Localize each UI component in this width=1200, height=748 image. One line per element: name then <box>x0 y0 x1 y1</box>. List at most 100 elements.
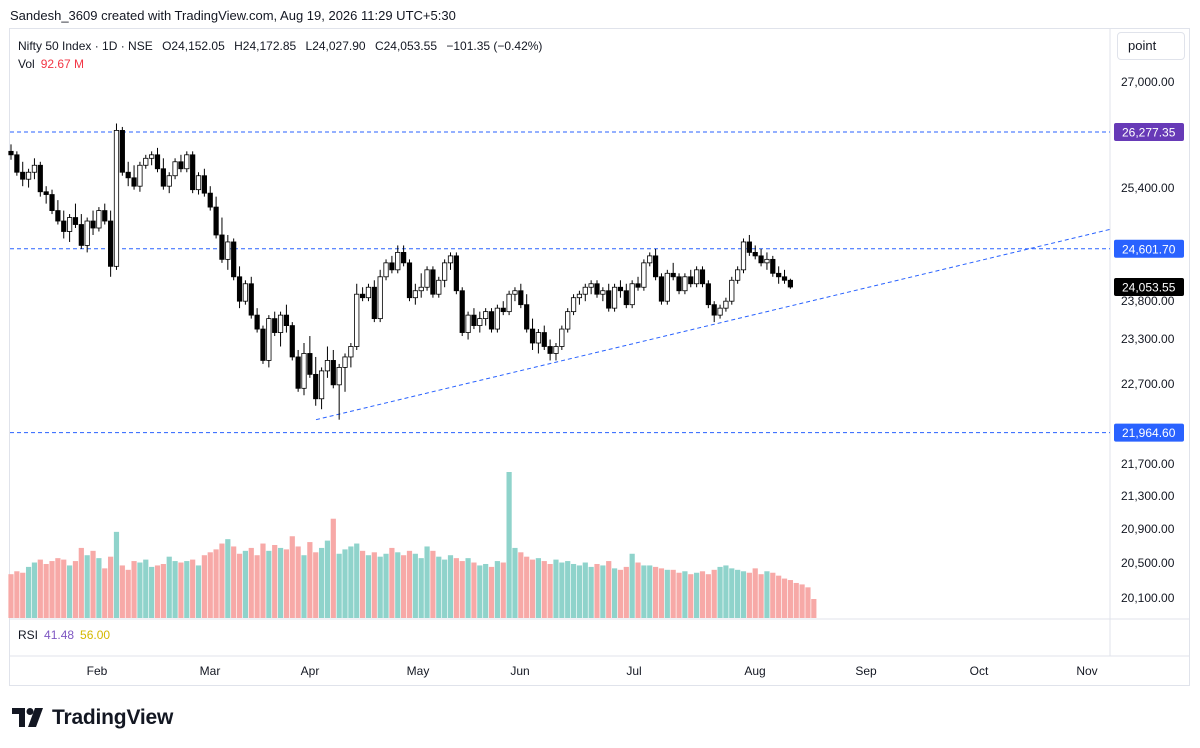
candle-body <box>25 171 32 180</box>
volume-bar <box>588 566 594 618</box>
candle <box>324 346 331 378</box>
candle <box>236 266 243 309</box>
candle-body <box>348 346 354 358</box>
volume-bar <box>635 562 641 618</box>
rsi-legend: RSI 41.48 56.00 <box>18 628 110 642</box>
candle-body <box>318 370 325 400</box>
candle <box>172 158 178 180</box>
candle-body <box>447 255 454 264</box>
volume-bar <box>277 547 284 618</box>
candle <box>442 259 448 288</box>
volume-bar <box>565 561 571 618</box>
y-axis-tick-label: 21,700.00 <box>1121 457 1175 471</box>
candle <box>770 255 776 277</box>
y-axis-tick-label: 21,300.00 <box>1121 489 1175 503</box>
candle-body <box>412 290 418 299</box>
volume-bar <box>248 547 254 618</box>
legend-low: L24,027.90 <box>305 39 366 53</box>
candle-body <box>225 241 231 260</box>
candle-body <box>442 262 448 281</box>
candle-body <box>483 311 489 320</box>
volume-bar <box>488 566 495 618</box>
volume-bar <box>688 574 694 618</box>
level-price-tag-label: 24,601.70 <box>1122 242 1176 256</box>
candle <box>629 280 635 309</box>
candle <box>506 290 512 316</box>
candle <box>207 186 213 211</box>
volume-bar <box>254 555 260 618</box>
candle-body <box>295 356 301 389</box>
volume-bar <box>447 555 454 618</box>
volume-bar <box>149 566 155 618</box>
candle <box>289 322 295 361</box>
candle <box>61 210 67 239</box>
candle-body <box>629 283 635 306</box>
volume-bar <box>295 546 301 618</box>
candle-body <box>453 255 459 292</box>
candle-body <box>236 276 243 302</box>
volume-bar <box>25 566 32 618</box>
candle-body <box>664 272 670 302</box>
scale-mode-button[interactable]: point <box>1117 32 1185 60</box>
candle-body <box>594 283 600 295</box>
volume-bar <box>623 566 629 618</box>
volume-bar <box>84 555 90 618</box>
candle-body <box>518 290 524 306</box>
candle <box>266 315 272 368</box>
candle <box>254 308 260 333</box>
volume-bar <box>154 565 161 618</box>
candle-body <box>570 297 577 313</box>
volume-bar <box>570 563 577 618</box>
volume-bar <box>471 562 477 618</box>
y-axis-tick-label: 20,500.00 <box>1121 556 1175 570</box>
candle <box>365 283 372 302</box>
candle-body <box>735 269 741 281</box>
candle-body <box>781 276 788 281</box>
volume-bar <box>647 565 653 618</box>
candle-body <box>699 269 706 285</box>
candle-body <box>600 290 606 295</box>
candle-body <box>365 286 372 299</box>
volume-bar <box>72 561 79 618</box>
candle-body <box>611 286 618 309</box>
candle <box>248 276 254 319</box>
x-axis-tick-label: Mar <box>200 664 221 678</box>
candle <box>688 269 694 288</box>
candle-body <box>524 304 530 330</box>
candle-body <box>102 210 108 222</box>
volume-bar <box>453 558 459 618</box>
volume-bar <box>711 569 717 618</box>
candle <box>576 290 583 305</box>
candle-body <box>752 251 758 257</box>
candle-body <box>723 300 729 309</box>
volume-bar <box>617 569 624 618</box>
volume-bar <box>301 555 307 618</box>
x-axis-tick-label: Nov <box>1076 664 1097 678</box>
volume-bar <box>49 561 55 618</box>
candle <box>395 245 401 274</box>
candle <box>717 304 723 319</box>
volume-bar <box>371 552 377 618</box>
legend-high: H24,172.85 <box>234 39 297 53</box>
volume-bar <box>576 565 583 618</box>
volume-bar <box>424 546 430 618</box>
volume-bar <box>547 563 553 618</box>
rsi-ma-value: 56.00 <box>80 628 111 642</box>
candle-body <box>260 328 266 361</box>
y-axis-tick-label: 23,300.00 <box>1121 332 1175 346</box>
candle <box>49 189 55 215</box>
volume-bar <box>178 562 184 618</box>
candle-body <box>430 269 436 295</box>
volume-bar <box>459 561 465 618</box>
volume-bar <box>740 571 747 618</box>
x-axis-tick-label: Jul <box>626 664 641 678</box>
volume-value: 92.67 M <box>40 57 85 71</box>
volume-bar <box>758 574 764 618</box>
candle <box>55 200 61 225</box>
candle-body <box>688 276 694 285</box>
volume-bar <box>535 558 541 618</box>
candle-body <box>705 283 711 306</box>
candle <box>260 325 266 364</box>
volume-bar <box>752 568 758 618</box>
